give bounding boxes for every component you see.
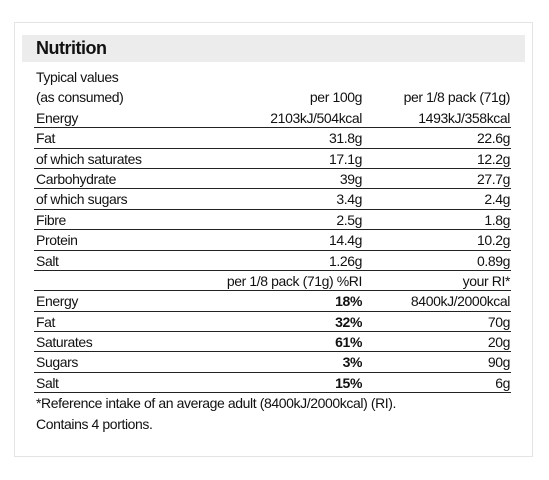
label: Energy: [36, 293, 78, 310]
row: Salt 15% 6g: [34, 373, 511, 394]
label: Salt: [36, 252, 59, 269]
value: 1.26g: [328, 252, 362, 269]
nutrition-table: Typical values (as consumed) per 100g pe…: [34, 67, 511, 434]
row: Fat 31.8g 22.6g: [34, 128, 511, 149]
column-header: your RI*: [462, 272, 511, 289]
row: Saturates 61% 20g: [34, 332, 511, 353]
label: Energy: [36, 109, 78, 126]
value: 1493kJ/358kcal: [418, 109, 510, 126]
row: Energy 2103kJ/504kcal 1493kJ/358kcal: [34, 108, 511, 129]
value: 31.8g: [328, 130, 362, 147]
value: 39g: [339, 170, 363, 187]
value: 22.6g: [476, 130, 510, 147]
value: 17.1g: [328, 150, 362, 167]
value: 27.7g: [476, 170, 510, 187]
footnote-text: *Reference intake of an average adult (8…: [36, 395, 397, 412]
row: of which saturates 17.1g 12.2g: [34, 149, 511, 169]
column-header: per 1/8 pack (71g): [403, 89, 511, 106]
value: 20g: [487, 334, 511, 351]
footnote-text: Contains 4 portions.: [36, 415, 153, 432]
label: of which sugars: [36, 191, 128, 208]
label: Fibre: [36, 211, 66, 228]
row: Fat 32% 70g: [34, 312, 511, 333]
row: per 1/8 pack (71g) %RI your RI*: [34, 271, 511, 292]
label: Fat: [36, 130, 56, 147]
label: Fat: [36, 313, 56, 330]
value: 0.89g: [476, 252, 510, 269]
label: Carbohydrate: [36, 170, 117, 187]
value: 8400kJ/2000kcal: [410, 293, 510, 310]
value: 10.2g: [476, 232, 510, 249]
row: Sugars 3% 90g: [34, 352, 511, 373]
label: of which saturates: [36, 150, 142, 167]
row: of which sugars 3.4g 2.4g: [34, 189, 511, 210]
panel: [14, 22, 533, 457]
row: Carbohydrate 39g 27.7g: [34, 169, 511, 190]
value: 12.2g: [476, 150, 510, 167]
row: (as consumed) per 100g per 1/8 pack (71g…: [34, 87, 511, 107]
value: 90g: [487, 354, 511, 371]
value: 2.4g: [484, 191, 510, 208]
value: 14.4g: [328, 232, 362, 249]
row: Fibre 2.5g 1.8g: [34, 210, 511, 231]
value: 32%: [335, 313, 362, 330]
value: 1.8g: [484, 211, 510, 228]
value: 3.4g: [336, 191, 362, 208]
value: 2.5g: [336, 211, 362, 228]
label: Salt: [36, 374, 59, 391]
label: Saturates: [36, 334, 93, 351]
value: 61%: [335, 334, 362, 351]
label: Typical values: [36, 69, 119, 85]
label: Sugars: [36, 354, 78, 371]
label: Protein: [36, 232, 78, 249]
row: Typical values: [34, 67, 511, 87]
label: (as consumed): [36, 89, 124, 106]
row: Protein 14.4g 10.2g: [34, 230, 511, 251]
value: 15%: [335, 374, 362, 391]
column-header: per 100g: [309, 89, 362, 106]
row: Salt 1.26g 0.89g: [34, 251, 511, 271]
value: 3%: [342, 354, 363, 371]
value: 18%: [335, 293, 362, 310]
column-header: per 1/8 pack (71g) %RI: [226, 272, 363, 289]
value: 70g: [487, 313, 511, 330]
value: 6g: [495, 374, 510, 391]
footnote: Contains 4 portions.: [34, 414, 511, 434]
title: Nutrition: [22, 35, 525, 62]
footnote: *Reference intake of an average adult (8…: [34, 393, 511, 413]
value: 2103kJ/504kcal: [270, 109, 362, 126]
row: Energy 18% 8400kJ/2000kcal: [34, 291, 511, 312]
